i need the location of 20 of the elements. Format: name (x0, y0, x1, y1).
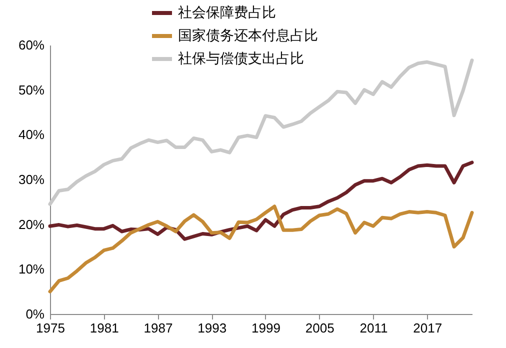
line-series (48, 160, 474, 241)
x-tick-label: 1975 (36, 320, 65, 336)
y-tick-label: 0% (26, 306, 45, 322)
legend-label: 社保与偿债支出占比 (178, 50, 304, 66)
y-tick-label: 50% (18, 82, 45, 98)
y-tick-label: 10% (18, 262, 45, 277)
y-tick-label: 60% (18, 38, 45, 52)
legend-label: 社会保障费占比 (178, 4, 276, 20)
line-series (48, 204, 474, 294)
x-tick-label: 1999 (252, 320, 280, 336)
legend-label: 国家债务还本付息占比 (178, 27, 318, 43)
x-tick-label: 1993 (198, 320, 227, 336)
x-tick-label: 2011 (360, 320, 388, 336)
y-tick-label: 40% (18, 127, 45, 142)
x-tick-label: 2017 (413, 320, 442, 336)
x-tick-label: 1987 (144, 320, 173, 336)
x-tick-label: 1981 (90, 320, 119, 336)
y-tick-label: 30% (18, 172, 45, 187)
y-tick-label: 20% (18, 216, 45, 232)
x-tick-label: 2005 (305, 320, 334, 336)
